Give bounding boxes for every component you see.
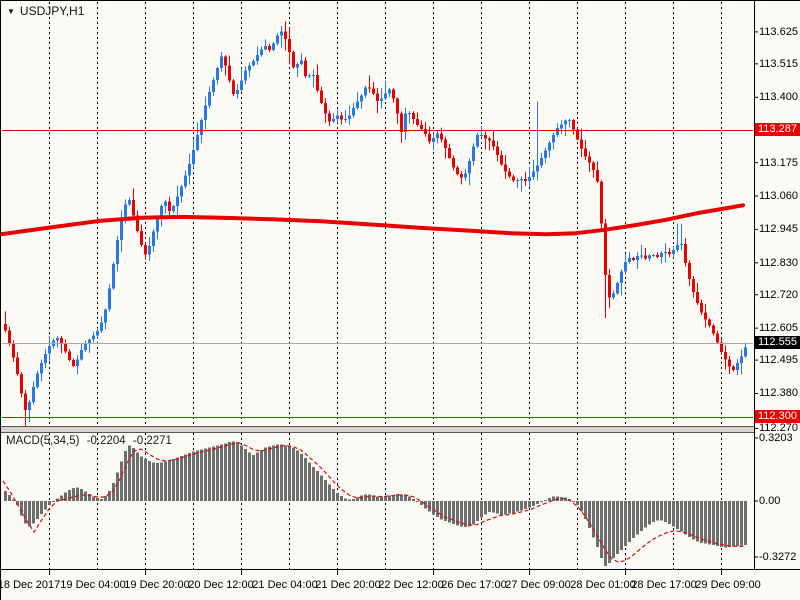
price-tick-label: 112.270 [759, 422, 798, 434]
price-tick-label: 112.945 [759, 223, 798, 235]
time-tick-label: 28 Dec 01:00 [570, 579, 636, 591]
price-tick-label: 113.060 [759, 190, 798, 202]
support-price-badge: 112.300 [755, 410, 800, 423]
price-tick-label: 113.400 [759, 91, 798, 103]
macd-params: MACD(5,34,5) [6, 435, 80, 447]
symbol-text: USDJPY,H1 [19, 4, 85, 18]
price-tick-label: 113.515 [759, 58, 798, 70]
current-price-badge: 112.555 [755, 336, 800, 349]
time-tick-label: 18 Dec 2017 [0, 579, 61, 591]
chevron-down-icon: ▼ [7, 7, 15, 16]
time-tick-label: 20 Dec 12:00 [188, 579, 254, 591]
moving-average-line [1, 203, 745, 237]
macd-value-signal: -0.2271 [132, 435, 172, 447]
macd-signal-line [2, 442, 745, 563]
time-tick-label: 28 Dec 17:00 [631, 579, 697, 591]
price-tick-label: 112.495 [759, 354, 798, 366]
candlestick-series [4, 21, 747, 426]
price-tick-label: 112.830 [759, 257, 798, 269]
macd-tick-label: -0.3272 [759, 551, 797, 563]
price-tick-label: 112.380 [759, 387, 798, 399]
macd-tick-label: 0.00 [759, 495, 781, 507]
time-tick-label: 27 Dec 09:00 [505, 579, 571, 591]
time-tick-label: 22 Dec 12:00 [378, 579, 444, 591]
price-tick-label: 112.605 [759, 322, 798, 334]
time-tick-label: 21 Dec 04:00 [252, 579, 318, 591]
macd-histogram [4, 441, 747, 566]
time-tick-label: 26 Dec 17:00 [441, 579, 507, 591]
symbol-label[interactable]: ▼ USDJPY,H1 [7, 4, 84, 18]
macd-tick-label: 0.3203 [759, 432, 793, 444]
macd-indicator-label: MACD(5,34,5) -0.2204 -0.2271 [6, 435, 176, 447]
time-tick-label: 19 Dec 04:00 [60, 579, 126, 591]
price-tick-label: 113.625 [759, 26, 798, 38]
price-axis[interactable] [755, 1, 800, 569]
panel-separator[interactable] [1, 426, 754, 433]
price-tick-label: 112.720 [759, 289, 798, 301]
time-tick-label: 19 Dec 20:00 [124, 579, 190, 591]
resistance-price-badge: 113.287 [755, 123, 800, 136]
price-tick-label: 113.175 [759, 157, 798, 169]
macd-value-main: -0.2204 [86, 435, 126, 447]
time-tick-label: 29 Dec 09:00 [695, 579, 761, 591]
time-tick-label: 21 Dec 20:00 [315, 579, 381, 591]
